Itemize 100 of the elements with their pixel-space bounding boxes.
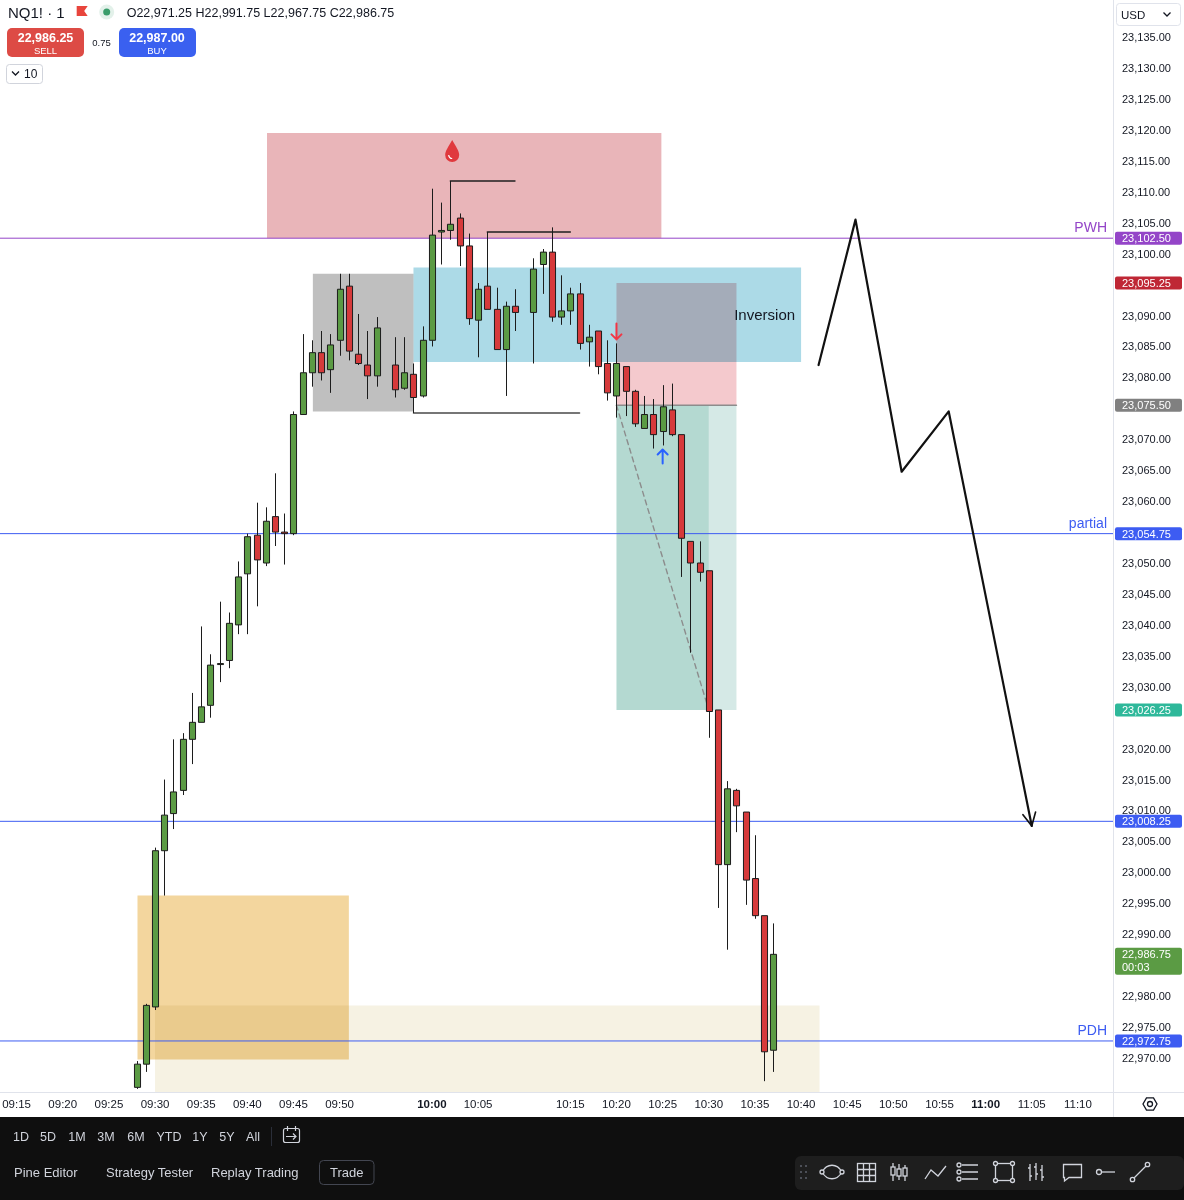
candlestick [585,324,594,368]
y-tick-label: 23,045.00 [1122,587,1171,600]
candlestick [539,248,548,295]
x-tick-label: 10:25 [648,1098,678,1110]
candlestick [151,847,160,1011]
candlestick [705,570,714,739]
y-tick-label: 22,972.75 [1122,1034,1171,1047]
text: YTD [156,1129,182,1144]
x-tick-label: 10:40 [786,1098,816,1110]
x-tick-label: 10:50 [878,1098,908,1110]
y-tick-label: 23,085.00 [1122,340,1171,353]
x-tick-label: 10:45 [832,1098,862,1110]
x-tick-label: 10:35 [740,1098,770,1110]
x-tick-label: 11:10 [1063,1098,1092,1110]
annotation: BUY [147,44,168,56]
candlestick [640,395,649,429]
y-tick-label: 23,110.00 [1122,185,1171,198]
text: 3M [97,1129,115,1144]
candlestick [557,274,566,326]
text: 1M [68,1129,86,1144]
candlestick [179,732,188,796]
annotation: Inversion [734,306,796,324]
x-tick-label: 10:05 [463,1098,493,1110]
y-tick-label: 23,020.00 [1122,742,1171,755]
y-tick-label: 22,986.75 [1122,948,1171,961]
candlestick [363,330,372,400]
y-tick-label: 23,005.00 [1122,835,1171,848]
annotation: SELL [33,44,58,56]
candlestick [456,212,465,267]
candlestick [409,362,418,414]
x-tick-label: 10:00 [417,1098,447,1110]
text: 00:03 [1122,961,1150,974]
candlestick [188,692,197,765]
text: 1Y [192,1129,209,1144]
candlestick [622,366,631,417]
candlestick [677,434,686,578]
x-tick-label: 09:30 [140,1098,170,1110]
candlestick [160,779,169,897]
candlestick [253,502,262,607]
text: Trade [330,1165,364,1180]
x-tick-label: 09:35 [186,1098,216,1110]
x-tick-label: 09:50 [325,1098,354,1110]
candlestick [594,330,603,375]
candlestick [686,540,695,654]
candlestick [603,339,612,402]
y-tick-label: 23,008.25 [1122,815,1171,828]
y-tick-label: 22,970.00 [1122,1051,1171,1064]
candlestick [133,1060,142,1090]
candlestick [612,342,621,419]
x-tick-label: 09:20 [48,1098,78,1110]
candlestick [262,506,271,567]
annotation: 10 [24,67,38,81]
candlestick [723,780,732,951]
y-tick-label: 23,095.25 [1122,277,1171,290]
candlestick [769,922,778,1073]
y-tick-label: 22,980.00 [1122,990,1171,1003]
ref-line-label: PWH [1074,219,1107,236]
x-tick-label: 09:40 [232,1098,262,1110]
candlestick [751,834,760,920]
y-tick-label: 23,105.00 [1122,216,1171,229]
candlestick [243,533,252,635]
y-tick-label: 23,035.00 [1122,649,1171,662]
candlestick [493,287,502,351]
candlestick [299,333,308,416]
ref-line-label: PDH [1077,1021,1107,1038]
y-tick-label: 23,065.00 [1122,464,1171,477]
candlestick [169,738,178,830]
text: Replay Trading [211,1165,299,1180]
candlestick [142,1003,151,1073]
candlestick [696,540,705,583]
candlestick [206,653,215,719]
y-tick-label: 23,054.75 [1122,527,1171,540]
candlestick [225,612,234,669]
candlestick [659,384,668,446]
x-tick-label: 11:00 [971,1098,1001,1110]
y-tick-label: 23,135.00 [1122,31,1171,44]
text: All [246,1129,260,1144]
y-tick-label: 23,120.00 [1122,123,1171,136]
x-tick-label: 10:55 [925,1098,954,1110]
y-tick-label: 23,060.00 [1122,495,1171,508]
text: Pine Editor [14,1165,79,1180]
candlestick [529,257,538,364]
y-tick-label: 23,050.00 [1122,557,1171,570]
x-tick-label: 09:25 [94,1098,124,1110]
text: USD [1121,8,1146,21]
y-tick-label: 23,010.00 [1122,804,1171,817]
candlestick [465,233,474,326]
text: 5Y [219,1129,236,1144]
x-tick-label: 10:30 [694,1098,724,1110]
candlestick [668,383,677,437]
y-tick-label: 23,080.00 [1122,371,1171,384]
text: 1D [13,1129,29,1144]
x-tick-label: 10:20 [602,1098,631,1110]
y-tick-label: 23,070.00 [1122,433,1171,446]
annotation: 22,986.25 [17,30,74,45]
candlestick [631,389,640,428]
candlestick [502,301,511,397]
y-tick-label: 23,100.00 [1122,247,1171,260]
candlestick [271,472,280,547]
candlestick [760,915,769,1082]
